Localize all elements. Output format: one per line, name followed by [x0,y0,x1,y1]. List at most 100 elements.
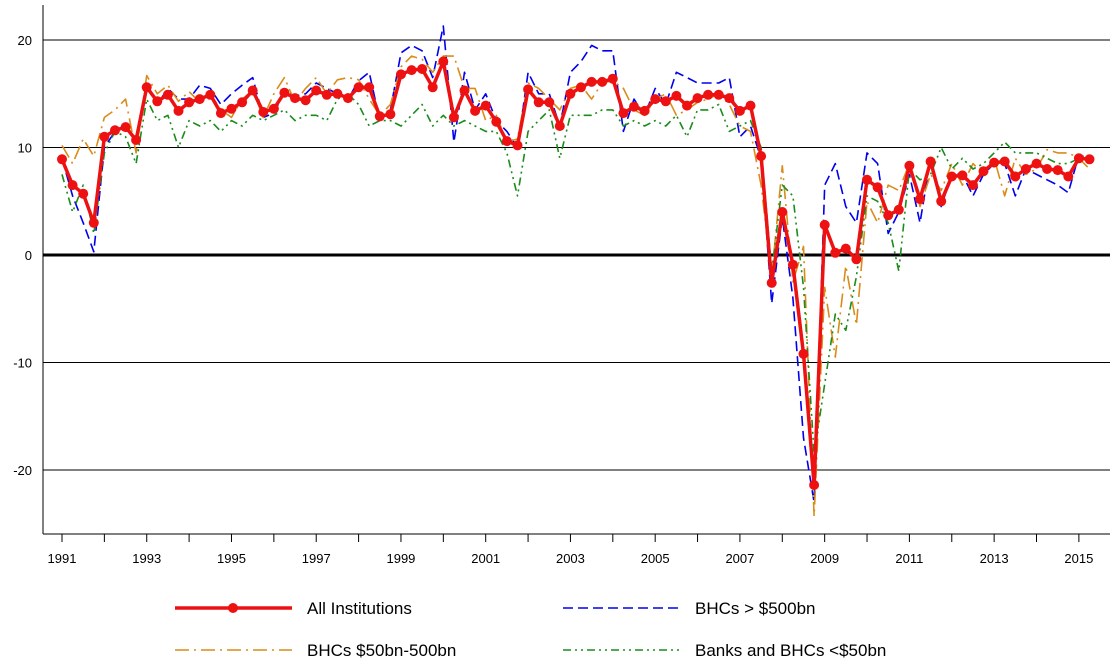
data-point [279,87,290,98]
data-point [862,174,872,185]
y-tick-label: -20 [13,463,32,478]
data-point [480,100,491,111]
data-point [1084,154,1095,165]
data-point [629,101,639,112]
y-tick-label: 20 [18,33,32,48]
x-tick-label: 2013 [980,551,1009,566]
series-line-banks-and-bhcs-50bn [61,93,1090,455]
x-tick-label: 1995 [217,551,246,566]
data-point [57,154,67,165]
legend-item-bhcs-gt-500bn: BHCs > $500bn [563,599,816,618]
data-point [1042,164,1053,174]
x-tick-label: 1991 [48,551,77,566]
data-point [957,170,968,181]
data-point [893,204,904,215]
data-point [946,171,957,182]
data-point [597,76,608,87]
data-point [703,89,714,100]
data-point [978,166,989,177]
data-point [872,182,883,193]
data-point [226,103,237,114]
data-point [533,97,544,108]
x-tick-label: 2015 [1064,551,1093,566]
data-point [1073,153,1084,164]
data-point [491,116,502,127]
y-tick-labels: 20 10 0 -10 -20 [13,33,32,478]
x-tick-label: 1993 [132,551,161,566]
series-line-bhcs-500bn [61,25,1090,504]
data-point [438,56,449,67]
series-lines [57,25,1095,517]
data-point [576,82,586,93]
data-point [141,82,152,93]
grid-lines [43,39,1110,471]
data-point [523,84,534,95]
data-point [639,105,650,116]
data-point [470,105,481,116]
data-point [290,93,300,104]
data-point [396,69,406,80]
data-point [1052,165,1063,176]
data-point [915,194,925,205]
data-point [353,82,364,93]
data-point [343,93,353,104]
legend-label-bhcs-gt-500bn: BHCs > $500bn [695,599,816,618]
x-tick-label: 2003 [556,551,585,566]
data-point [152,96,163,107]
data-point [819,219,830,230]
y-tick-label: 0 [25,248,32,263]
data-point [1010,171,1021,182]
data-point [607,73,618,84]
data-point [586,76,597,87]
data-point [650,94,661,105]
data-point [78,188,89,199]
data-point [364,82,375,93]
legend-item-bhcs-50-500bn: BHCs $50bn-500bn [175,641,456,660]
data-point [682,100,692,111]
data-point [745,100,756,111]
data-point [258,107,269,117]
data-point [936,196,947,207]
data-point [830,247,841,258]
data-point [448,112,459,123]
data-point [692,93,703,104]
data-point [120,122,131,133]
data-point [311,85,322,96]
x-tick-label: 2005 [641,551,670,566]
data-point [131,135,142,145]
legend-label-bhcs-50-500bn: BHCs $50bn-500bn [307,641,456,660]
data-point [660,96,671,107]
data-point [110,125,120,136]
data-point [756,151,767,162]
x-tick-label: 1999 [386,551,415,566]
legend-marker-all-institutions [228,603,238,613]
data-point [88,217,99,228]
data-point [809,480,820,490]
data-point [713,89,724,100]
legend-label-all-institutions: All Institutions [307,599,412,618]
legend-item-all-institutions: All Institutions [175,599,412,618]
x-tick-label: 2011 [895,551,923,566]
x-tick-labels: 1991 1993 1995 1997 1999 2001 2003 2005 2007 2009… [48,534,1093,566]
data-point [1031,158,1042,169]
data-point [205,89,216,100]
data-point [173,105,184,116]
data-point [417,64,428,74]
axes [42,5,1110,535]
legend-label-banks-lt-50bn: Banks and BHCs <$50bn [695,641,886,660]
data-point [787,259,798,270]
data-point [374,111,385,122]
data-point [544,97,555,108]
x-tick-label: 1997 [302,551,331,566]
data-point [385,109,396,120]
x-tick-label: 2007 [725,551,754,566]
data-point [999,156,1010,167]
data-point [184,97,195,108]
series-line-all-institutions [60,59,1090,487]
data-point [194,94,205,105]
data-point [1063,171,1074,182]
data-point [67,180,78,191]
data-point [734,105,745,116]
legend-item-banks-lt-50bn: Banks and BHCs <$50bn [563,641,886,660]
